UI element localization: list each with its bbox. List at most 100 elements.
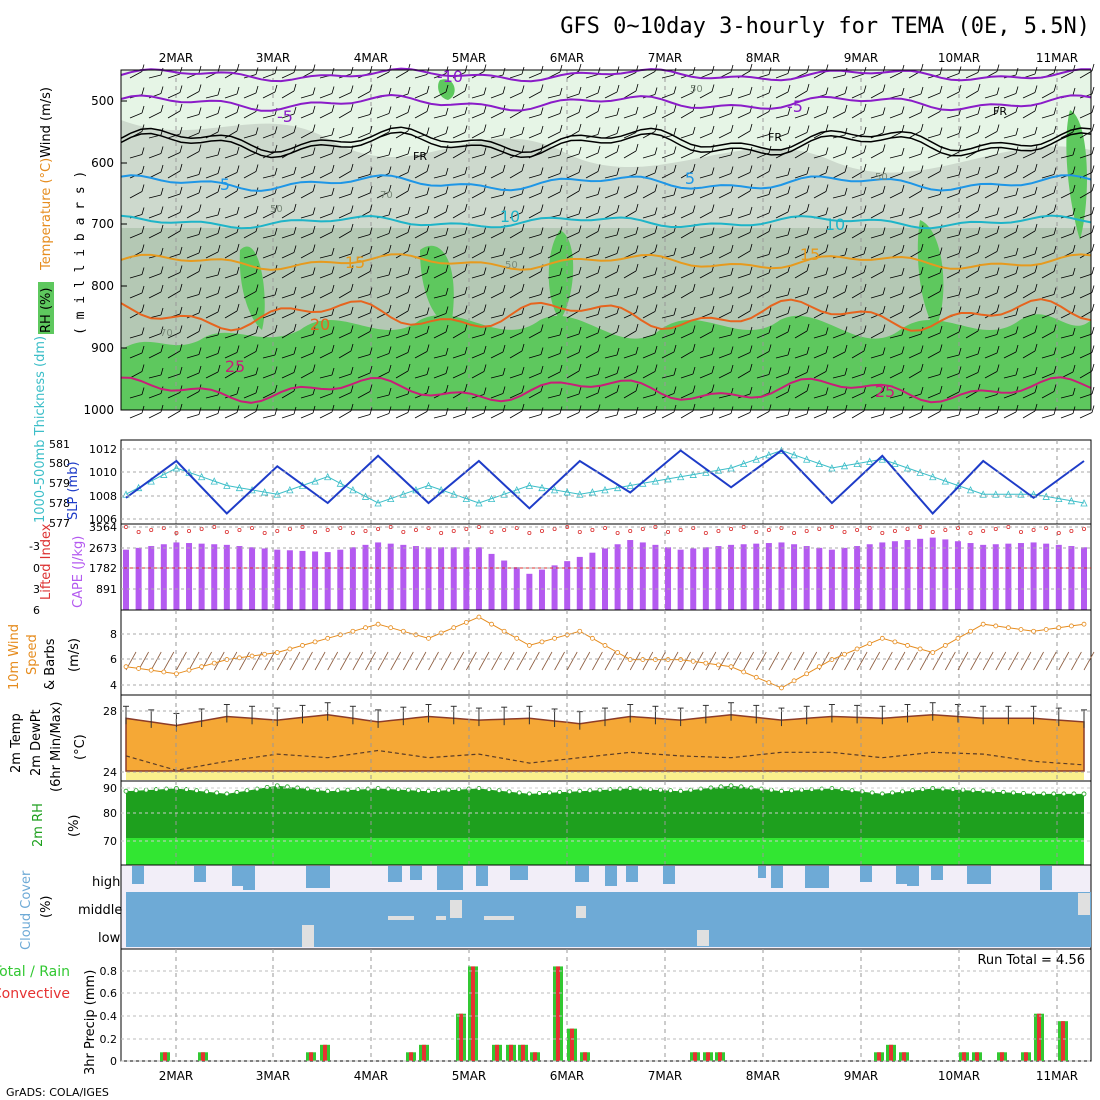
wind-barb	[509, 410, 523, 419]
wind-barb	[1022, 193, 1036, 199]
wind-barb-flag	[578, 165, 582, 173]
wind-barb	[338, 212, 352, 219]
wind-barb	[471, 154, 485, 159]
cape-bar	[513, 567, 520, 610]
wind-barb-flag	[825, 327, 829, 335]
wind-barb	[186, 294, 200, 299]
wind-barb	[870, 114, 884, 119]
cape-bar	[538, 569, 545, 610]
wind-barb	[661, 291, 675, 299]
wind-barb	[509, 253, 523, 259]
wind-barb-flag	[483, 207, 487, 215]
precip-conv-bar	[962, 1052, 966, 1061]
wind-barb-flag	[844, 164, 848, 173]
wind-marker	[753, 674, 759, 680]
lifted-index-marker	[981, 529, 986, 534]
wind-barb-flag	[369, 107, 373, 115]
wind-barb	[965, 353, 979, 359]
wind-marker	[148, 667, 154, 673]
wind-barb-flag	[958, 204, 962, 213]
wind-barb-flag	[255, 247, 259, 255]
wind-barb-flag	[255, 67, 259, 75]
wind-barb	[243, 291, 257, 299]
wind-barb	[300, 154, 314, 159]
wind-barb	[414, 92, 428, 99]
wind-barb	[813, 371, 827, 379]
wind-marker	[867, 641, 873, 647]
wind-barb	[813, 394, 827, 399]
wind-barb-flag	[255, 85, 259, 94]
wind-marker	[312, 639, 318, 645]
wind-barb-flag	[768, 284, 772, 292]
wind-barb	[946, 193, 960, 199]
cape-bar	[488, 553, 495, 610]
wind-barb-flag	[996, 87, 1000, 95]
cloud-high-bar	[575, 866, 589, 882]
cape-bar	[501, 560, 508, 610]
wind-barb	[1041, 271, 1055, 279]
wind-barb	[262, 253, 276, 259]
wind-barb-10m	[529, 651, 540, 671]
wind-barb	[851, 73, 865, 79]
wind-barb	[585, 212, 599, 219]
wind-barb-flag	[1053, 365, 1057, 374]
wind-barb-flag	[179, 366, 183, 375]
wind-barb-flag	[996, 184, 1000, 192]
wind-barb	[984, 274, 998, 279]
slp-panel-frame	[120, 439, 1092, 525]
wind-barb	[832, 273, 846, 279]
wind-barb	[509, 73, 523, 79]
pressure-tick-label: 500	[91, 94, 114, 108]
wind-barb	[243, 272, 257, 279]
wind-barb-flag	[654, 304, 658, 312]
wind-barb-flag	[806, 143, 810, 152]
wind-barb-flag	[274, 126, 278, 134]
cape-tick: 1782	[89, 562, 117, 575]
wind-barb	[338, 133, 352, 139]
wind-barb-flag	[426, 247, 430, 255]
wind-barb	[851, 230, 865, 239]
lifted-index-marker	[666, 530, 671, 535]
precip-tick: 0.2	[100, 1033, 118, 1046]
wind-barb	[927, 212, 941, 219]
wind-marker	[375, 621, 381, 627]
wind-barb-flag	[198, 144, 202, 152]
rh-marker	[426, 788, 431, 794]
wind-barb	[813, 112, 827, 119]
wind-barb	[851, 332, 865, 339]
wind-barb-flag	[1034, 366, 1038, 375]
wind-barb	[756, 272, 770, 279]
wind-barb	[186, 192, 200, 199]
thickness-marker	[197, 472, 206, 481]
wind-barb	[338, 332, 352, 339]
wind-barb-10m	[1058, 651, 1070, 671]
wind-barb-flag	[996, 244, 1000, 252]
wind-barb-flag	[198, 407, 202, 415]
wind-barb-flag	[939, 67, 943, 75]
wind-barb-flag	[160, 404, 164, 413]
precip-conv-bar	[533, 1052, 537, 1061]
wind-barb-flag	[483, 267, 487, 275]
wind-barb-flag	[407, 165, 411, 173]
wind-barb	[737, 130, 751, 139]
wind-barb-flag	[578, 206, 582, 215]
wind-barb	[680, 92, 694, 99]
wind-barb-flag	[901, 184, 905, 193]
wind-barb	[338, 110, 352, 119]
wind-barb	[490, 314, 504, 319]
precip-conv-bar	[1000, 1052, 1004, 1061]
wind-barb-10m	[831, 651, 843, 671]
wind-barb-10m	[453, 651, 465, 671]
wind-barb-flag	[407, 86, 411, 95]
wind-marker	[287, 646, 293, 652]
rh-marker	[244, 788, 250, 794]
wind-barb	[205, 353, 219, 359]
wind-barb	[186, 174, 200, 179]
wind-marker	[123, 664, 129, 670]
wind-barb-flag	[236, 386, 240, 395]
wind-barb-flag	[388, 147, 392, 156]
wind-barb	[452, 293, 466, 299]
wind-barb-flag	[844, 247, 848, 256]
wind-barb-flag	[388, 346, 392, 354]
wind-barb-flag	[597, 265, 601, 274]
